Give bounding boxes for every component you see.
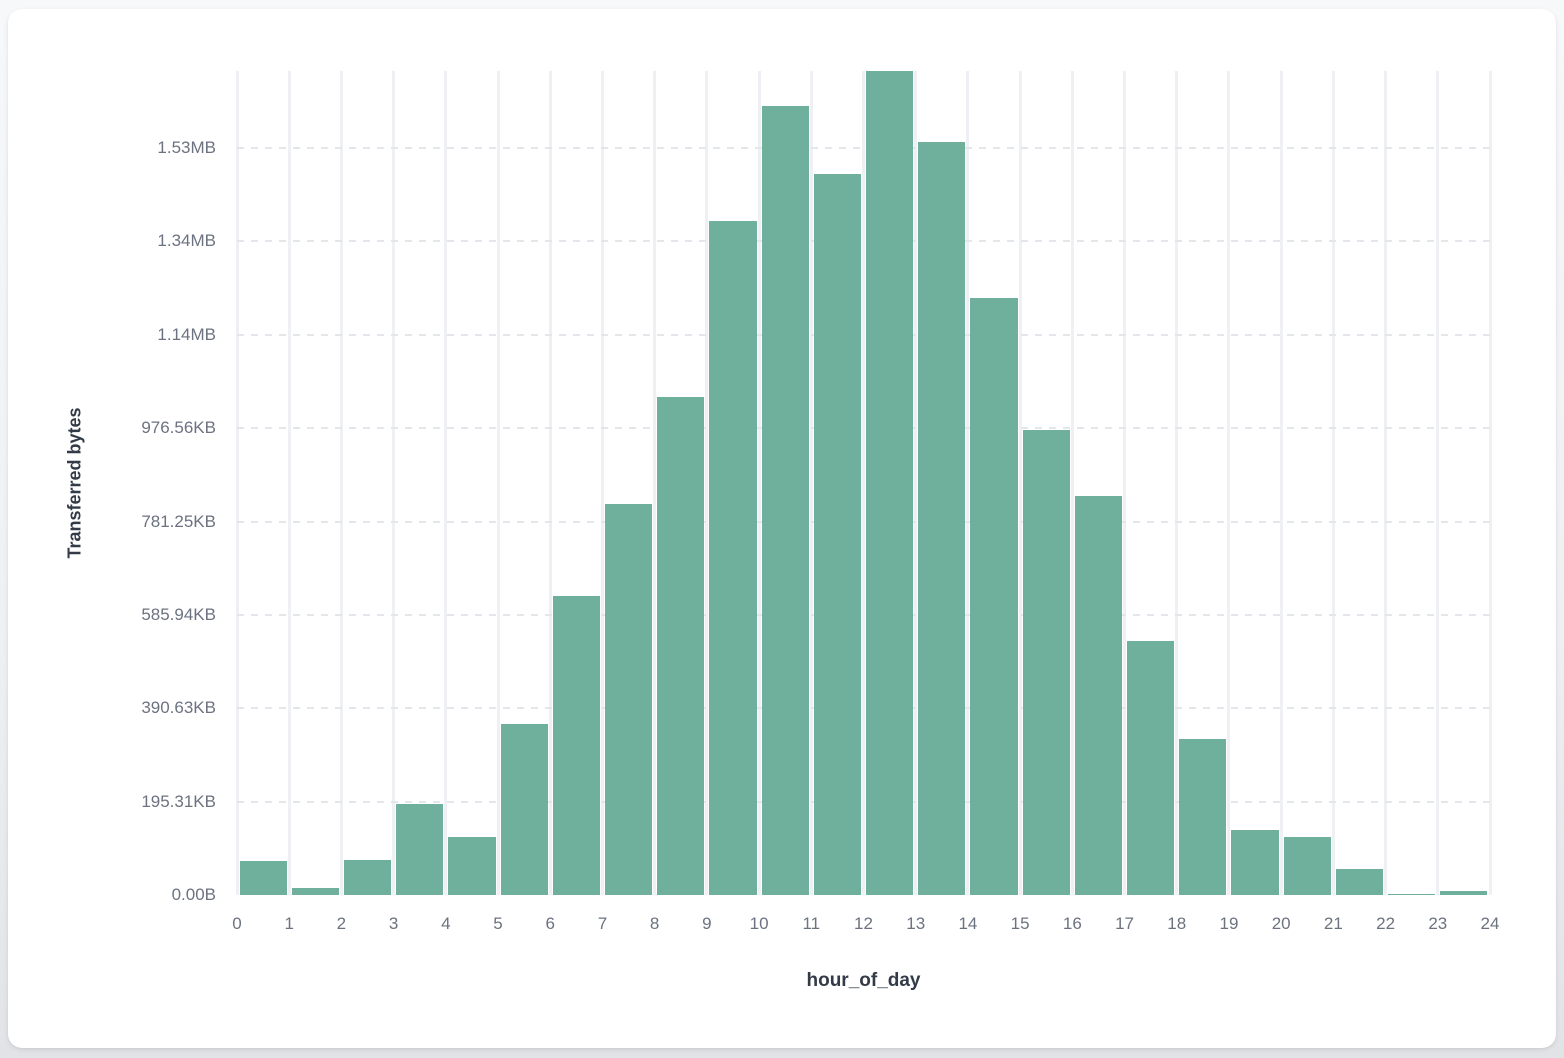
horizontal-gridline xyxy=(237,707,1490,710)
bar-hour-22[interactable] xyxy=(1388,894,1436,895)
vertical-gridline xyxy=(1070,71,1074,895)
bar-hour-9[interactable] xyxy=(709,221,757,895)
y-tick-label: 195.31KB xyxy=(141,791,216,811)
x-tick-label: 1 xyxy=(284,914,294,933)
vertical-gridline xyxy=(339,71,343,895)
vertical-gridline xyxy=(548,71,552,895)
x-tick-label: 23 xyxy=(1428,914,1448,933)
vertical-gridline xyxy=(914,71,918,895)
bar-hour-18[interactable] xyxy=(1179,739,1227,895)
horizontal-gridline xyxy=(237,240,1490,243)
bar-hour-17[interactable] xyxy=(1127,641,1175,895)
y-tick-label: 1.34MB xyxy=(157,231,216,251)
horizontal-gridline xyxy=(237,333,1490,336)
vertical-gridline xyxy=(1436,71,1440,895)
x-tick-label: 10 xyxy=(749,914,769,933)
bar-hour-7[interactable] xyxy=(604,503,653,895)
vertical-gridline xyxy=(1488,71,1492,895)
x-tick-label: 19 xyxy=(1219,914,1239,933)
y-tick-label: 1.14MB xyxy=(157,324,216,344)
x-tick-label: 20 xyxy=(1271,914,1291,933)
vertical-gridline xyxy=(1018,71,1022,895)
vertical-gridline xyxy=(392,71,396,895)
x-tick-label: 17 xyxy=(1115,914,1134,933)
vertical-gridline xyxy=(496,71,500,895)
x-tick-label: 6 xyxy=(545,914,555,933)
bar-hour-14[interactable] xyxy=(970,298,1018,895)
x-tick-label: 0 xyxy=(232,914,242,933)
y-tick-label: 585.94KB xyxy=(141,604,216,624)
horizontal-gridline xyxy=(237,613,1490,616)
bar-hour-16[interactable] xyxy=(1074,495,1123,895)
x-tick-label: 15 xyxy=(1010,914,1030,933)
x-tick-label: 24 xyxy=(1480,914,1500,933)
x-tick-label: 3 xyxy=(388,914,399,933)
y-tick-label: 1.53MB xyxy=(157,138,216,158)
bar-hour-5[interactable] xyxy=(500,723,548,895)
bar-hour-15[interactable] xyxy=(1022,430,1070,895)
vertical-gridline xyxy=(444,71,448,895)
bar-hour-13[interactable] xyxy=(918,141,966,895)
vertical-gridline xyxy=(600,71,604,895)
vertical-gridline xyxy=(1279,71,1283,895)
horizontal-gridline xyxy=(237,147,1490,150)
vertical-gridline xyxy=(1227,71,1231,895)
horizontal-gridline xyxy=(237,520,1490,523)
bar-hour-1[interactable] xyxy=(291,888,339,895)
vertical-gridline xyxy=(287,71,291,895)
plot-area xyxy=(235,71,1492,895)
x-tick-label: 12 xyxy=(854,914,873,933)
bar-hour-19[interactable] xyxy=(1231,830,1279,895)
x-axis-title: hour_of_day xyxy=(806,970,921,991)
vertical-gridline xyxy=(1175,71,1179,895)
x-tick-label: 14 xyxy=(958,914,978,933)
y-tick-label: 390.63KB xyxy=(141,698,216,718)
chart-card: Transferred bytes 0.00B 195.31KB 390.63KB 5… xyxy=(8,9,1556,1048)
bar-hour-6[interactable] xyxy=(552,595,600,895)
y-tick-label: 0.00B xyxy=(171,885,216,904)
x-tick-label: 13 xyxy=(906,914,926,933)
x-tick-label: 22 xyxy=(1376,914,1396,933)
bar-hour-4[interactable] xyxy=(448,836,496,895)
vertical-gridline xyxy=(966,71,970,895)
x-tick-label: 5 xyxy=(493,914,503,933)
x-tick-label: 16 xyxy=(1062,914,1082,933)
bar-hour-10[interactable] xyxy=(761,105,809,895)
bar-hour-2[interactable] xyxy=(343,859,392,895)
horizontal-gridline xyxy=(237,427,1490,430)
vertical-gridline xyxy=(862,71,865,895)
x-tick-label: 7 xyxy=(597,914,608,933)
vertical-gridline xyxy=(653,71,657,895)
y-tick-label: 976.56KB xyxy=(141,418,216,438)
x-tick-label: 21 xyxy=(1323,914,1343,933)
bar-hour-11[interactable] xyxy=(813,174,861,895)
x-tick-label: 8 xyxy=(649,914,660,933)
vertical-gridline xyxy=(1123,71,1127,895)
bar-hour-8[interactable] xyxy=(657,397,705,895)
vertical-gridline xyxy=(1384,71,1388,895)
bar-hour-12[interactable] xyxy=(866,71,914,895)
x-tick-label: 9 xyxy=(702,914,712,933)
bar-hour-23[interactable] xyxy=(1440,890,1488,895)
bar-hour-3[interactable] xyxy=(396,804,444,895)
vertical-gridline xyxy=(1331,71,1335,895)
x-tick-label: 11 xyxy=(802,914,821,933)
horizontal-gridline xyxy=(237,800,1490,803)
vertical-gridline xyxy=(757,71,761,895)
vertical-gridline xyxy=(705,71,709,895)
bar-hour-20[interactable] xyxy=(1283,837,1331,895)
bar-hour-21[interactable] xyxy=(1335,868,1384,895)
x-tick-label: 18 xyxy=(1167,914,1187,933)
bar-hour-0[interactable] xyxy=(239,860,287,895)
x-tick-label: 4 xyxy=(441,914,451,933)
x-tick-label: 2 xyxy=(336,914,347,933)
vertical-gridline xyxy=(235,71,239,895)
y-tick-label: 781.25KB xyxy=(141,511,216,531)
vertical-gridline xyxy=(809,71,813,895)
